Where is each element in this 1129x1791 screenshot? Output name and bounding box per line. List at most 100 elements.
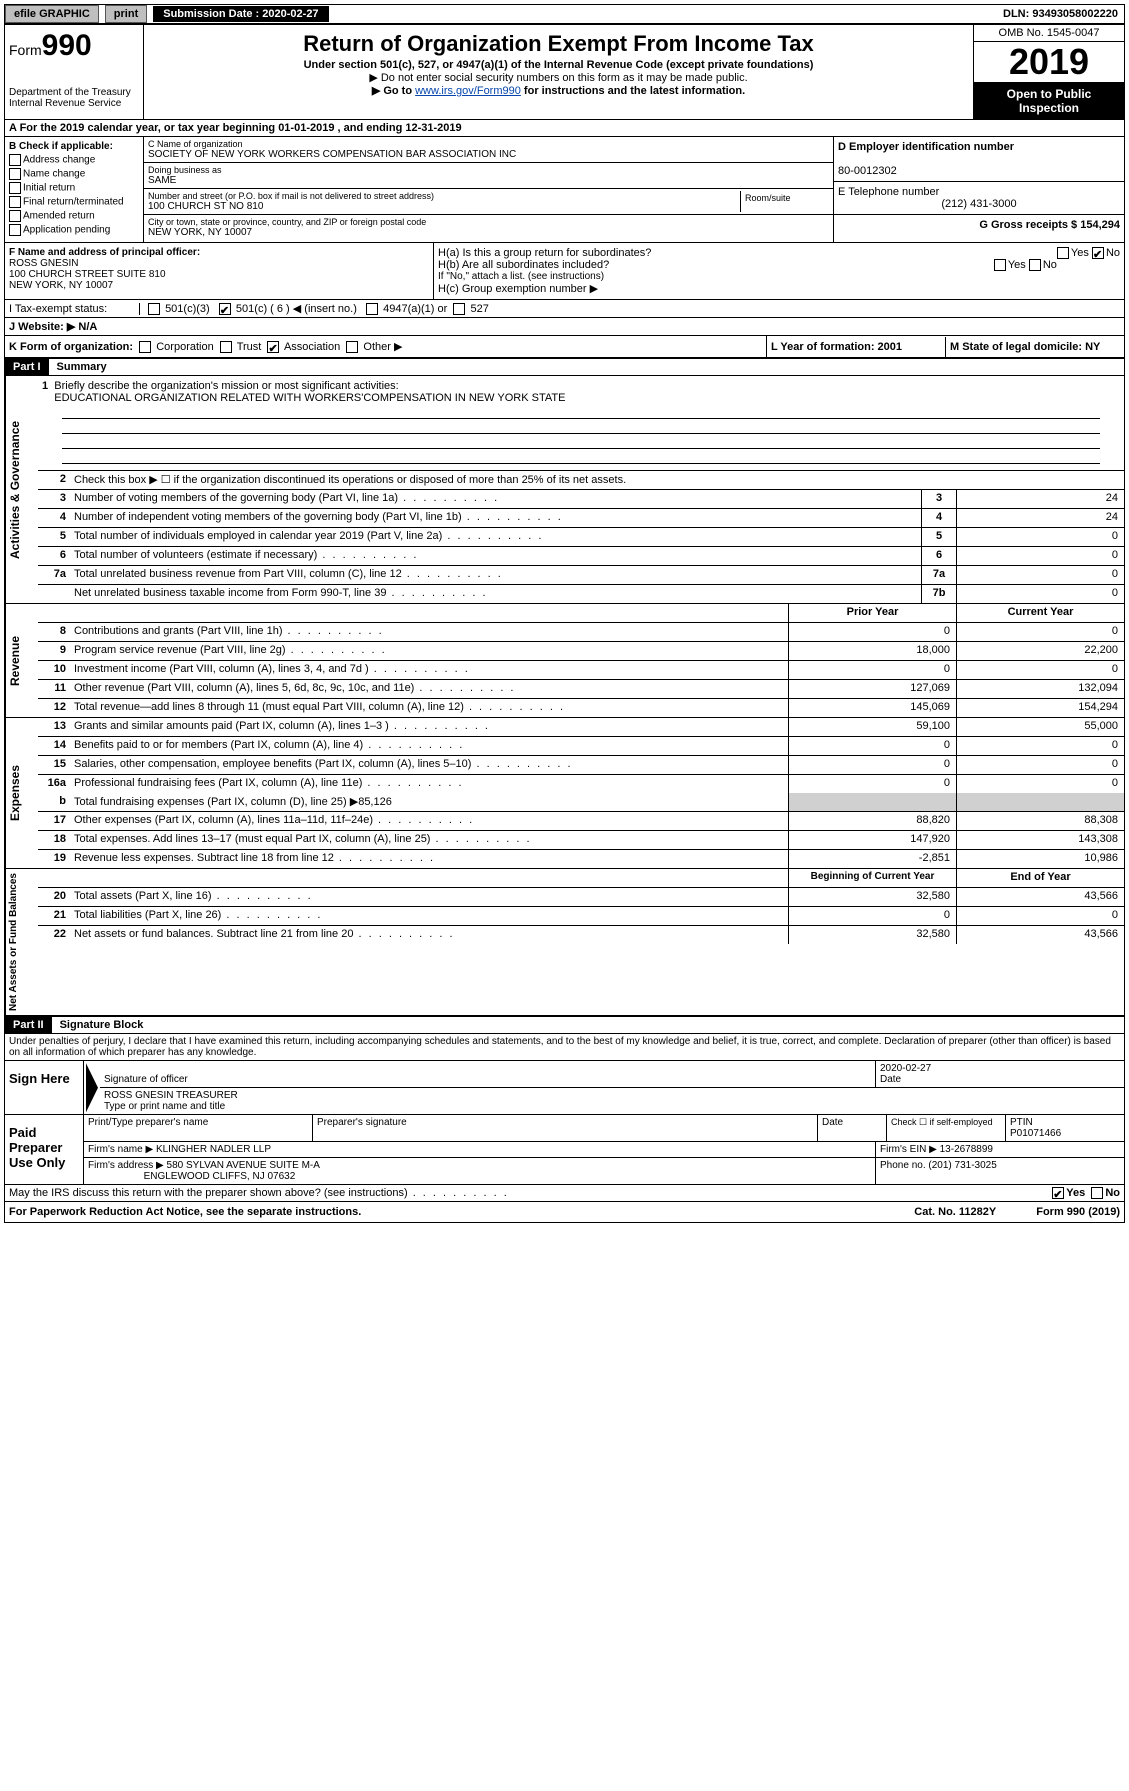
org-name: SOCIETY OF NEW YORK WORKERS COMPENSATION… bbox=[148, 149, 829, 160]
current-year-header: Current Year bbox=[956, 604, 1124, 622]
firm-addr: 580 SYLVAN AVENUE SUITE M-A bbox=[167, 1160, 320, 1171]
line-desc: Total unrelated business revenue from Pa… bbox=[70, 566, 921, 584]
form-note2: ▶ Go to www.irs.gov/Form990 for instruct… bbox=[148, 84, 969, 97]
line-prior: 0 bbox=[788, 907, 956, 925]
check-pending[interactable]: Application pending bbox=[9, 224, 139, 236]
line-prior: 0 bbox=[788, 623, 956, 641]
line-prior: 88,820 bbox=[788, 812, 956, 830]
dba: SAME bbox=[148, 175, 829, 186]
line-desc: Net unrelated business taxable income fr… bbox=[70, 585, 921, 603]
sig-date: 2020-02-27 bbox=[880, 1063, 931, 1074]
omb: OMB No. 1545-0047 bbox=[974, 25, 1124, 42]
line-current: 0 bbox=[956, 775, 1124, 793]
ha-no-check[interactable] bbox=[1092, 247, 1104, 259]
m-block: M State of legal domicile: NY bbox=[946, 337, 1124, 357]
perjury-text: Under penalties of perjury, I declare th… bbox=[5, 1034, 1124, 1061]
line2: Check this box ▶ ☐ if the organization d… bbox=[70, 471, 1124, 489]
begin-header: Beginning of Current Year bbox=[788, 869, 956, 887]
discuss-yes[interactable] bbox=[1052, 1187, 1064, 1199]
side-revenue: Revenue bbox=[5, 604, 38, 717]
line-val: 0 bbox=[956, 585, 1124, 603]
h-block: H(a) Is this a group return for subordin… bbox=[434, 243, 1124, 299]
line-prior: 0 bbox=[788, 756, 956, 774]
col-d: D Employer identification number 80-0012… bbox=[833, 137, 1124, 242]
dept-label: Department of the Treasury Internal Reve… bbox=[9, 87, 139, 109]
firm-phone: (201) 731-3025 bbox=[928, 1160, 996, 1171]
discuss-no[interactable] bbox=[1091, 1187, 1103, 1199]
check-initial[interactable]: Initial return bbox=[9, 182, 139, 194]
line-prior: 145,069 bbox=[788, 699, 956, 717]
check-amended[interactable]: Amended return bbox=[9, 210, 139, 222]
prep-name-label: Print/Type preparer's name bbox=[88, 1117, 208, 1128]
line-desc: Other revenue (Part VIII, column (A), li… bbox=[70, 680, 788, 698]
line-val: 0 bbox=[956, 547, 1124, 565]
line-prior: 32,580 bbox=[788, 888, 956, 906]
instructions-link[interactable]: www.irs.gov/Form990 bbox=[415, 85, 521, 97]
check-final[interactable]: Final return/terminated bbox=[9, 196, 139, 208]
side-net: Net Assets or Fund Balances bbox=[5, 869, 38, 1015]
check-name[interactable]: Name change bbox=[9, 168, 139, 180]
tax-year: 2019 bbox=[974, 42, 1124, 83]
row-a: A For the 2019 calendar year, or tax yea… bbox=[5, 120, 1124, 137]
check-address[interactable]: Address change bbox=[9, 154, 139, 166]
line-desc: Net assets or fund balances. Subtract li… bbox=[70, 926, 788, 944]
discuss-label: May the IRS discuss this return with the… bbox=[9, 1187, 509, 1199]
side-governance: Activities & Governance bbox=[5, 376, 38, 603]
line-prior: 0 bbox=[788, 737, 956, 755]
line-current: 154,294 bbox=[956, 699, 1124, 717]
efile-button[interactable]: efile GRAPHIC bbox=[5, 5, 99, 23]
line-current: 55,000 bbox=[956, 718, 1124, 736]
line-current: 0 bbox=[956, 907, 1124, 925]
col-c: C Name of organization SOCIETY OF NEW YO… bbox=[144, 137, 833, 242]
org-name-label: C Name of organization bbox=[148, 139, 829, 149]
line-val: 24 bbox=[956, 490, 1124, 508]
line-current: 43,566 bbox=[956, 926, 1124, 944]
form-container: Form990 Department of the Treasury Inter… bbox=[4, 24, 1125, 1223]
501c-check[interactable] bbox=[219, 303, 231, 315]
form-subtitle: Under section 501(c), 527, or 4947(a)(1)… bbox=[148, 59, 969, 71]
prior-year-header: Prior Year bbox=[788, 604, 956, 622]
room-label: Room/suite bbox=[741, 191, 829, 212]
officer-block: F Name and address of principal officer:… bbox=[5, 243, 434, 299]
form-title: Return of Organization Exempt From Incom… bbox=[148, 31, 969, 57]
line-current: 0 bbox=[956, 756, 1124, 774]
line-prior: -2,851 bbox=[788, 850, 956, 868]
addr-label: Number and street (or P.O. box if mail i… bbox=[148, 191, 740, 201]
footer: For Paperwork Reduction Act Notice, see … bbox=[5, 1202, 1124, 1222]
line-desc: Grants and similar amounts paid (Part IX… bbox=[70, 718, 788, 736]
sign-here-label: Sign Here bbox=[5, 1061, 84, 1114]
city-label: City or town, state or province, country… bbox=[148, 217, 829, 227]
line-desc: Professional fundraising fees (Part IX, … bbox=[70, 775, 788, 793]
open-inspection: Open to Public Inspection bbox=[974, 83, 1124, 119]
line-desc: Number of voting members of the governin… bbox=[70, 490, 921, 508]
k-block: K Form of organization: Corporation Trus… bbox=[5, 336, 767, 357]
addr: 100 CHURCH ST NO 810 bbox=[148, 201, 740, 212]
line-current: 22,200 bbox=[956, 642, 1124, 660]
submission-label: Submission Date : 2020-02-27 bbox=[153, 6, 328, 22]
tax-status-label: I Tax-exempt status: bbox=[9, 303, 140, 315]
mission-label: Briefly describe the organization's miss… bbox=[54, 380, 398, 392]
line-prior: 0 bbox=[788, 775, 956, 793]
line-desc: Revenue less expenses. Subtract line 18 … bbox=[70, 850, 788, 868]
firm-name: KLINGHER NADLER LLP bbox=[156, 1144, 271, 1155]
assoc-check[interactable] bbox=[267, 341, 279, 353]
dln: DLN: 93493058002220 bbox=[1003, 8, 1124, 20]
line-prior: 32,580 bbox=[788, 926, 956, 944]
line-val: 24 bbox=[956, 509, 1124, 527]
form-header: Form990 Department of the Treasury Inter… bbox=[5, 25, 1124, 120]
form-note1: ▶ Do not enter social security numbers o… bbox=[148, 71, 969, 84]
line-prior: 59,100 bbox=[788, 718, 956, 736]
end-header: End of Year bbox=[956, 869, 1124, 887]
part2-header: Part IISignature Block bbox=[5, 1016, 1124, 1034]
arrow-icon bbox=[86, 1063, 98, 1112]
tel: (212) 431-3000 bbox=[838, 198, 1120, 210]
print-button[interactable]: print bbox=[105, 5, 147, 23]
col-b: B Check if applicable: Address change Na… bbox=[5, 137, 144, 242]
line-val: 0 bbox=[956, 566, 1124, 584]
ein: 80-0012302 bbox=[838, 165, 897, 177]
self-emp-check[interactable]: Check ☐ if self-employed bbox=[887, 1115, 1006, 1141]
line-current: 0 bbox=[956, 737, 1124, 755]
prep-date-label: Date bbox=[818, 1115, 887, 1141]
mission-text: EDUCATIONAL ORGANIZATION RELATED WITH WO… bbox=[54, 392, 565, 404]
line-desc: Total revenue—add lines 8 through 11 (mu… bbox=[70, 699, 788, 717]
